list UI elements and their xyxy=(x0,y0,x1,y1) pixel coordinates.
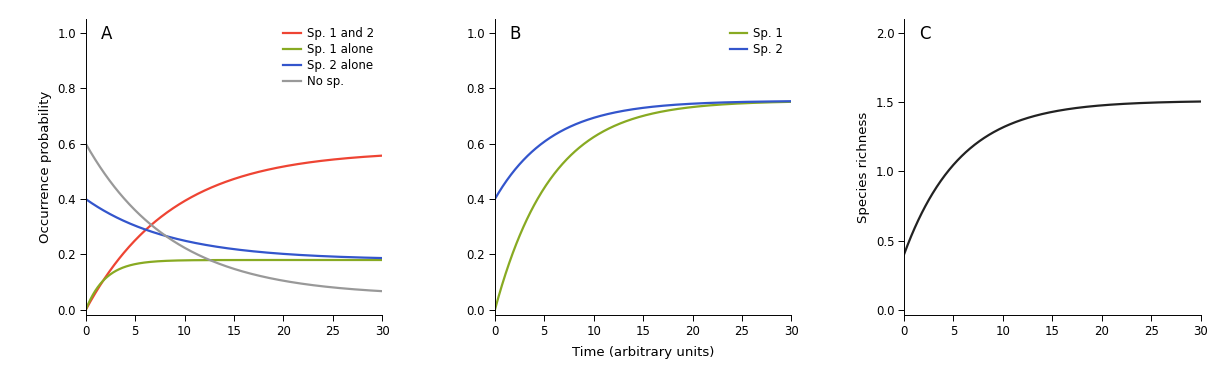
Sp. 2 alone xyxy=(239,248,254,253)
Sp. 1 xyxy=(648,111,663,115)
No sp. xyxy=(239,270,254,275)
Line: Sp. 1 alone: Sp. 1 alone xyxy=(86,260,382,310)
Sp. 2 xyxy=(730,100,745,104)
Sp. 1 xyxy=(664,108,679,112)
Text: B: B xyxy=(510,25,521,43)
Text: A: A xyxy=(100,25,111,43)
Sp. 2 xyxy=(664,103,679,107)
Sp. 2 xyxy=(784,99,799,103)
Sp. 2 xyxy=(777,99,791,104)
Sp. 1 xyxy=(730,101,745,106)
Line: Sp. 2: Sp. 2 xyxy=(495,101,791,199)
Legend: Sp. 1, Sp. 2: Sp. 1, Sp. 2 xyxy=(728,25,785,59)
No sp. xyxy=(375,289,390,293)
Y-axis label: Occurrence probability: Occurrence probability xyxy=(39,91,51,243)
Sp. 1 alone xyxy=(219,258,234,262)
Sp. 2 alone xyxy=(321,254,336,259)
Line: Sp. 1: Sp. 1 xyxy=(495,102,791,310)
Sp. 1 alone xyxy=(78,307,93,312)
Sp. 1 alone xyxy=(368,258,382,262)
Sp. 1 and 2 xyxy=(375,154,390,158)
Line: No sp.: No sp. xyxy=(86,144,382,291)
Sp. 2 xyxy=(628,106,643,111)
Sp. 1 and 2 xyxy=(368,154,382,158)
X-axis label: Time (arbitrary units): Time (arbitrary units) xyxy=(572,347,714,359)
Legend: Sp. 1 and 2, Sp. 1 alone, Sp. 2 alone, No sp.: Sp. 1 and 2, Sp. 1 alone, Sp. 2 alone, N… xyxy=(281,25,376,90)
Sp. 2 xyxy=(488,197,502,201)
Sp. 1 alone xyxy=(255,258,270,262)
Sp. 1 and 2 xyxy=(255,169,270,173)
Sp. 2 xyxy=(630,106,644,111)
Sp. 2 xyxy=(648,104,663,109)
Y-axis label: Species richness: Species richness xyxy=(858,112,870,223)
Sp. 1 alone xyxy=(220,258,235,262)
No sp. xyxy=(220,265,235,269)
Line: Sp. 2 alone: Sp. 2 alone xyxy=(86,199,382,258)
Sp. 1 alone xyxy=(321,258,336,262)
Sp. 2 alone xyxy=(375,256,390,260)
Sp. 2 alone xyxy=(368,256,382,260)
No sp. xyxy=(368,288,382,293)
Line: Sp. 1 and 2: Sp. 1 and 2 xyxy=(86,156,382,310)
Sp. 1 and 2 xyxy=(220,179,235,183)
Sp. 2 alone xyxy=(220,246,235,251)
Sp. 1 and 2 xyxy=(78,307,93,312)
Sp. 1 xyxy=(630,115,644,120)
Sp. 2 alone xyxy=(255,250,270,255)
Sp. 1 xyxy=(488,307,502,312)
Sp. 1 xyxy=(777,100,791,104)
Sp. 2 alone xyxy=(78,197,93,201)
Sp. 1 xyxy=(784,100,799,104)
Sp. 1 alone xyxy=(239,258,254,262)
No sp. xyxy=(219,264,234,269)
Sp. 1 and 2 xyxy=(321,158,336,162)
No sp. xyxy=(78,141,93,146)
Sp. 1 and 2 xyxy=(239,173,254,177)
No sp. xyxy=(321,285,336,289)
Sp. 1 alone xyxy=(375,258,390,262)
Sp. 1 and 2 xyxy=(219,179,234,184)
No sp. xyxy=(255,274,270,279)
Text: C: C xyxy=(919,25,930,43)
Sp. 2 alone xyxy=(219,246,234,250)
Sp. 1 xyxy=(628,116,643,120)
